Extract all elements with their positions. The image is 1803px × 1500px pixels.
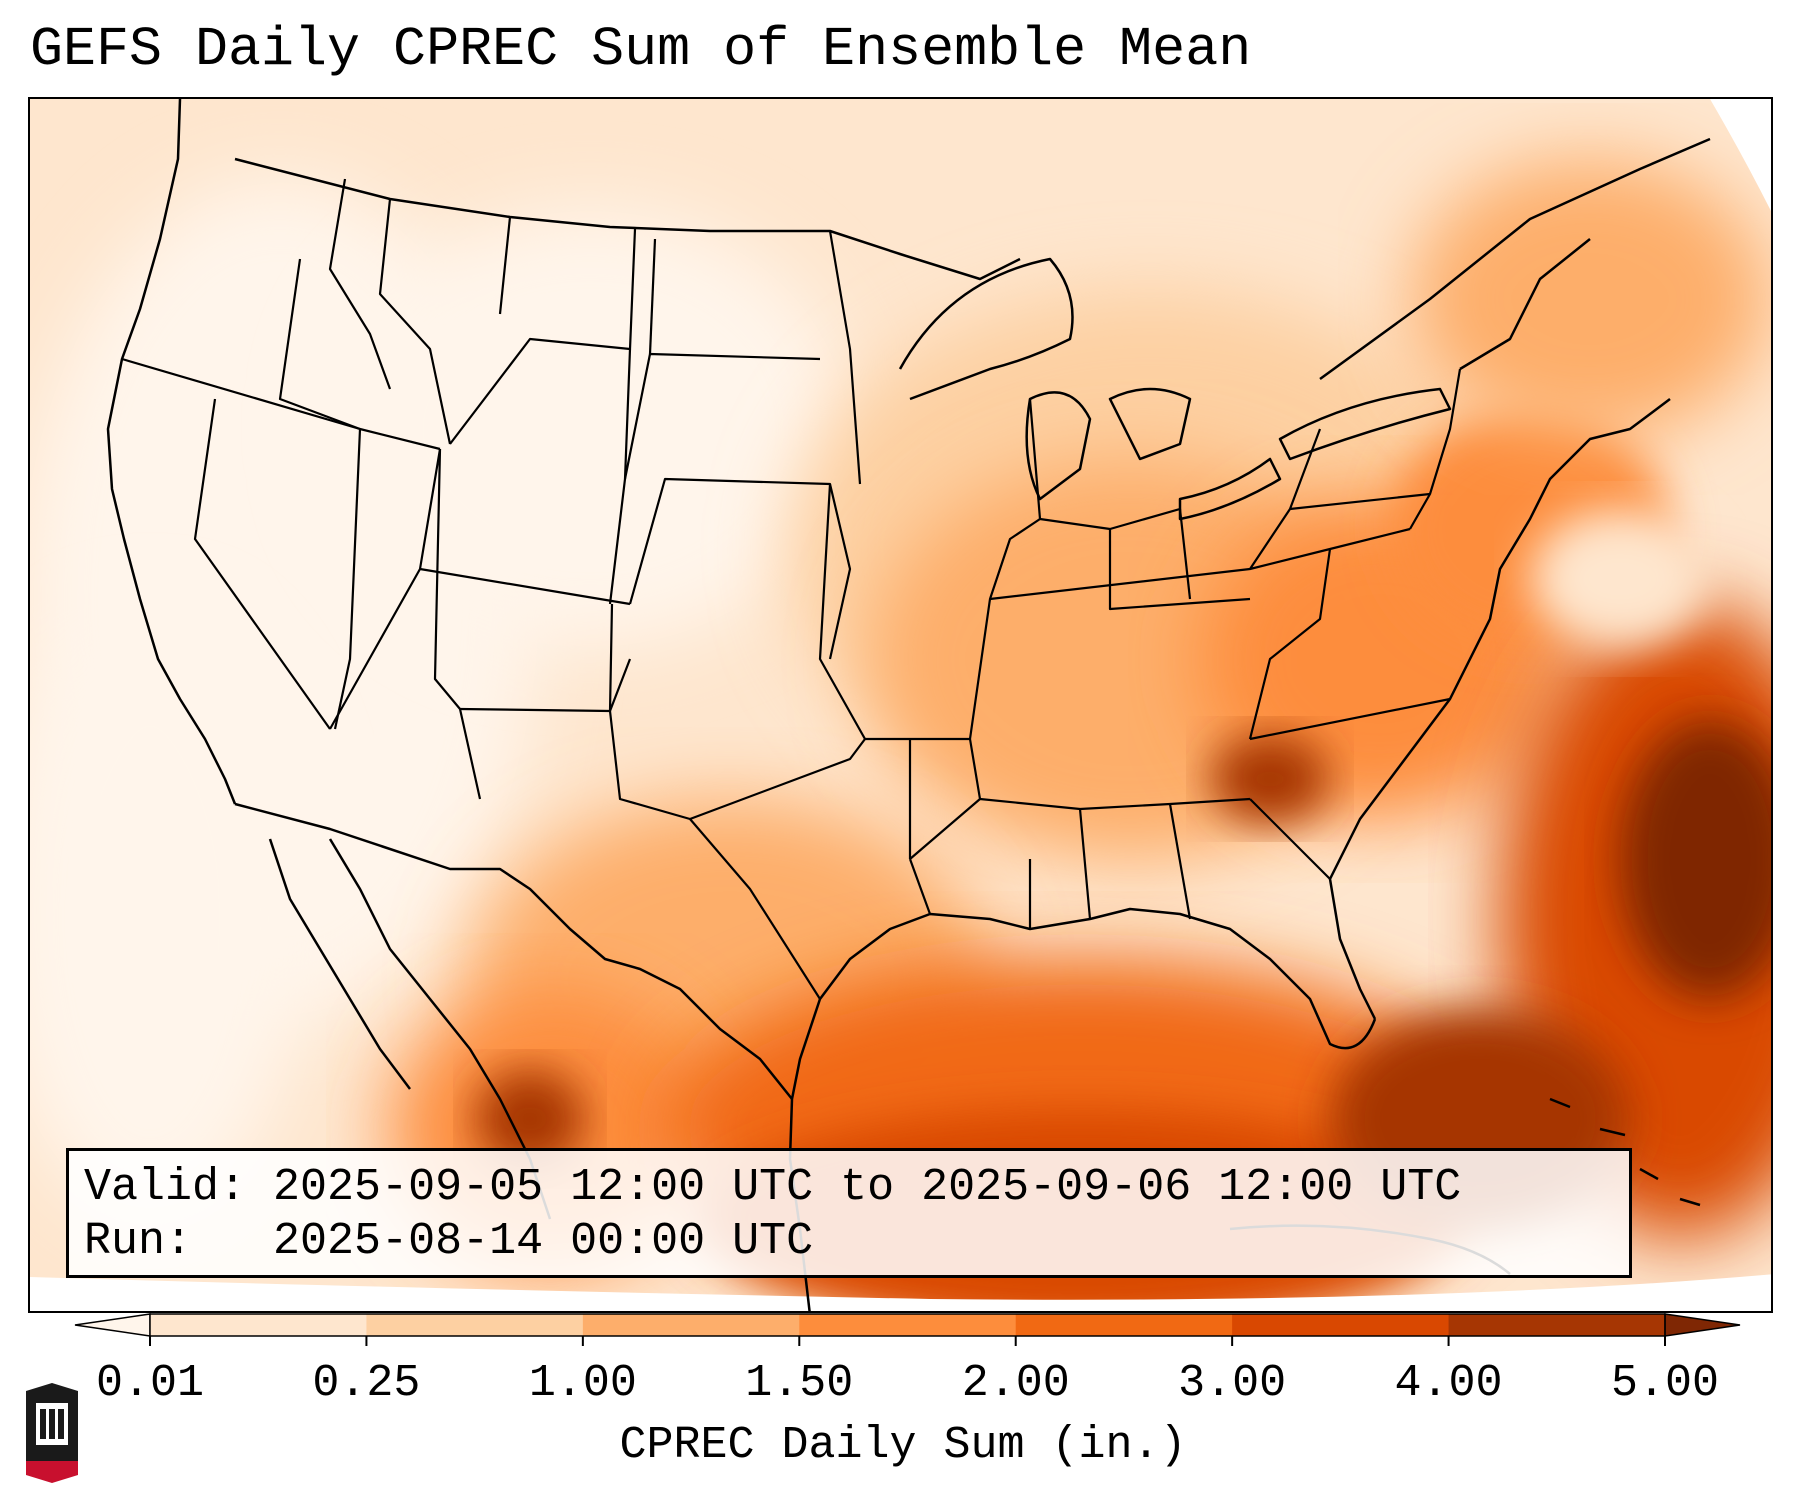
colorbar-border (149, 1313, 1666, 1337)
colorbar-tick-label: 0.25 (312, 1358, 421, 1409)
colorbar-segment (1232, 1314, 1450, 1336)
state-borders (121, 178, 1462, 1000)
map-panel (28, 97, 1773, 1313)
colorbar-tick-label: 5.00 (1610, 1358, 1720, 1409)
valid-row: Valid: 2025-09-05 12:00 UTC to 2025-09-0… (84, 1161, 1629, 1215)
run-label: Run: (84, 1216, 193, 1267)
colorbar-tick-label: 0.01 (95, 1358, 205, 1409)
run-row: Run: 2025-08-14 00:00 UTC (84, 1215, 1629, 1269)
colorbar-segment (799, 1314, 1017, 1336)
colorbar (74, 1313, 1741, 1346)
colorbar-tick-label: 2.00 (961, 1358, 1070, 1409)
valid-time-box: Valid: 2025-09-05 12:00 UTC to 2025-09-0… (66, 1148, 1632, 1278)
colorbar-tick-label: 4.00 (1394, 1358, 1503, 1409)
colorbar-segment (582, 1314, 800, 1336)
valid-value: 2025-09-05 12:00 UTC to 2025-09-06 12:00… (273, 1162, 1462, 1213)
chart-title: GEFS Daily CPREC Sum of Ensemble Mean (30, 18, 1252, 81)
colorbar-tick-label: 1.50 (745, 1358, 854, 1409)
run-value: 2025-08-14 00:00 UTC (273, 1216, 814, 1267)
valid-label: Valid: (84, 1162, 247, 1213)
colorbar-segment (1448, 1314, 1666, 1336)
colorbar-segments (74, 1313, 1741, 1337)
colorbar-segment (1015, 1314, 1233, 1336)
colorbar-segment (150, 1314, 367, 1336)
colorbar-tick-label: 3.00 (1178, 1358, 1287, 1409)
map-domain-edge (30, 1274, 1771, 1311)
colorbar-extend-low (74, 1313, 151, 1337)
precip-map (30, 99, 1771, 1311)
colorbar-tick-label: 1.00 (528, 1358, 637, 1409)
niu-logo (26, 1383, 78, 1483)
colorbar-extend-high (1664, 1313, 1741, 1337)
colorbar-ticks (149, 1336, 1666, 1346)
colorbar-label: CPREC Daily Sum (in.) (619, 1420, 1187, 1471)
map-domain-corner (1710, 99, 1771, 212)
colorbar-segment (366, 1314, 584, 1336)
